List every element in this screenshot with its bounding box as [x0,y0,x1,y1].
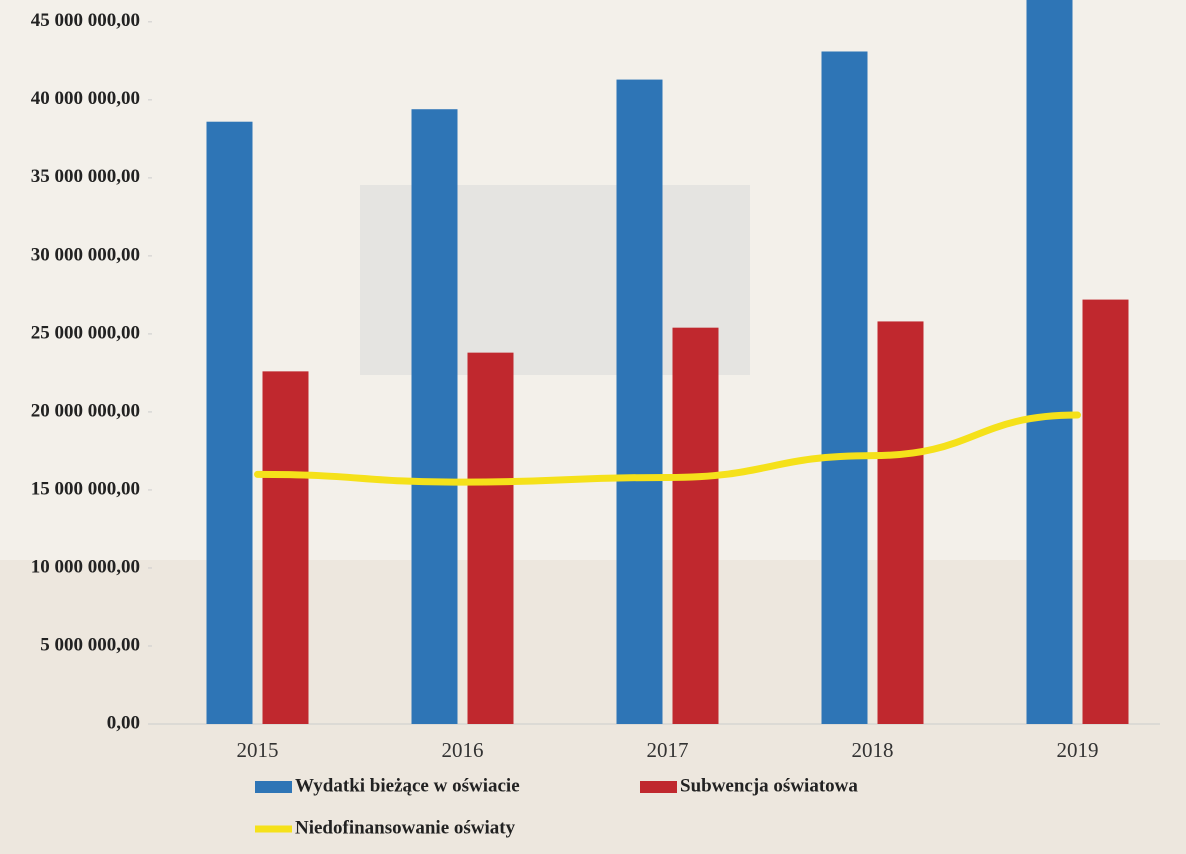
legend-label: Niedofinansowanie oświaty [295,817,516,838]
background-floor [0,560,1186,854]
x-tick-label: 2016 [442,738,484,762]
legend-label: Wydatki bieżące w oświacie [295,775,520,796]
y-tick-label: 15 000 000,00 [31,478,140,499]
bar [206,121,253,724]
x-tick-label: 2015 [237,738,279,762]
y-tick-label: 35 000 000,00 [31,166,140,187]
bar [411,109,458,724]
y-tick-label: 45 000 000,00 [31,10,140,31]
legend-swatch [255,781,292,793]
y-tick-label: 0,00 [107,712,140,733]
bar [821,51,868,724]
plot [206,0,1129,724]
bar [616,79,663,724]
y-tick-label: 20 000 000,00 [31,400,140,421]
bar [1082,299,1129,724]
bar [467,352,514,724]
y-tick-label: 25 000 000,00 [31,322,140,343]
bar [1026,0,1073,724]
y-tick-label: 5 000 000,00 [40,634,140,655]
bar [262,371,309,724]
bar [877,321,924,724]
bar [672,327,719,724]
x-tick-label: 2019 [1057,738,1099,762]
line-series [254,411,1081,486]
x-tick-label: 2017 [647,738,689,762]
legend-swatch [640,781,677,793]
y-tick-label: 10 000 000,00 [31,556,140,577]
y-tick-label: 40 000 000,00 [31,88,140,109]
y-tick-label: 30 000 000,00 [31,244,140,265]
legend-label: Subwencja oświatowa [680,775,858,796]
x-tick-label: 2018 [852,738,894,762]
